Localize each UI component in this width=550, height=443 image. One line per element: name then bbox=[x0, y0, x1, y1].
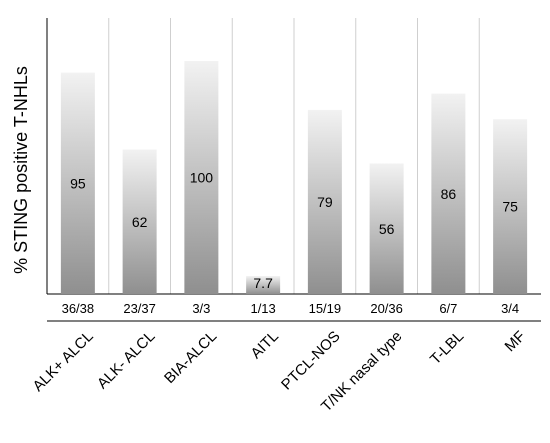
bar bbox=[122, 149, 157, 294]
plot-frame bbox=[46, 18, 541, 322]
fraction-label: 6/7 bbox=[439, 301, 457, 316]
category-label: BIA-ALCL bbox=[161, 328, 220, 387]
category-label: T-LBL bbox=[427, 328, 467, 368]
category-label: PTCL-NOS bbox=[278, 328, 344, 394]
bar-value-label: 100 bbox=[190, 170, 214, 186]
bar bbox=[184, 61, 219, 294]
fraction-label: 3/4 bbox=[501, 301, 519, 316]
fraction-label: 23/37 bbox=[123, 301, 156, 316]
bar-value-label: 75 bbox=[502, 199, 518, 215]
bar-value-label: 62 bbox=[132, 214, 148, 230]
bar-value-label: 86 bbox=[441, 186, 457, 202]
bars-group bbox=[60, 61, 528, 295]
bar-value-label: 56 bbox=[379, 221, 395, 237]
bar bbox=[307, 109, 342, 295]
bar-value-label: 7.7 bbox=[253, 275, 273, 291]
bar bbox=[60, 72, 95, 295]
bar bbox=[246, 276, 281, 294]
category-label: MF bbox=[502, 328, 529, 355]
value-labels-group: 95 62 100 7.7 79 56 86 75 bbox=[70, 170, 518, 292]
fraction-label: 36/38 bbox=[62, 301, 95, 316]
bar-value-label: 79 bbox=[317, 194, 333, 210]
category-label: ALK- ALCL bbox=[94, 328, 159, 393]
bar bbox=[369, 163, 404, 294]
fraction-labels-group: 36/38 23/37 3/3 1/13 15/19 20/36 6/7 3/4 bbox=[62, 301, 520, 316]
bar bbox=[493, 119, 528, 294]
fraction-label: 3/3 bbox=[192, 301, 210, 316]
fraction-label: 20/36 bbox=[370, 301, 403, 316]
bar bbox=[431, 93, 466, 295]
bar-value-label: 95 bbox=[70, 175, 86, 191]
y-axis-label: % STING positive T-NHLs bbox=[11, 66, 31, 274]
fraction-label: 1/13 bbox=[250, 301, 275, 316]
category-label: ALK+ ALCL bbox=[30, 328, 97, 395]
fraction-label: 15/19 bbox=[309, 301, 342, 316]
category-label: AITL bbox=[248, 328, 282, 362]
